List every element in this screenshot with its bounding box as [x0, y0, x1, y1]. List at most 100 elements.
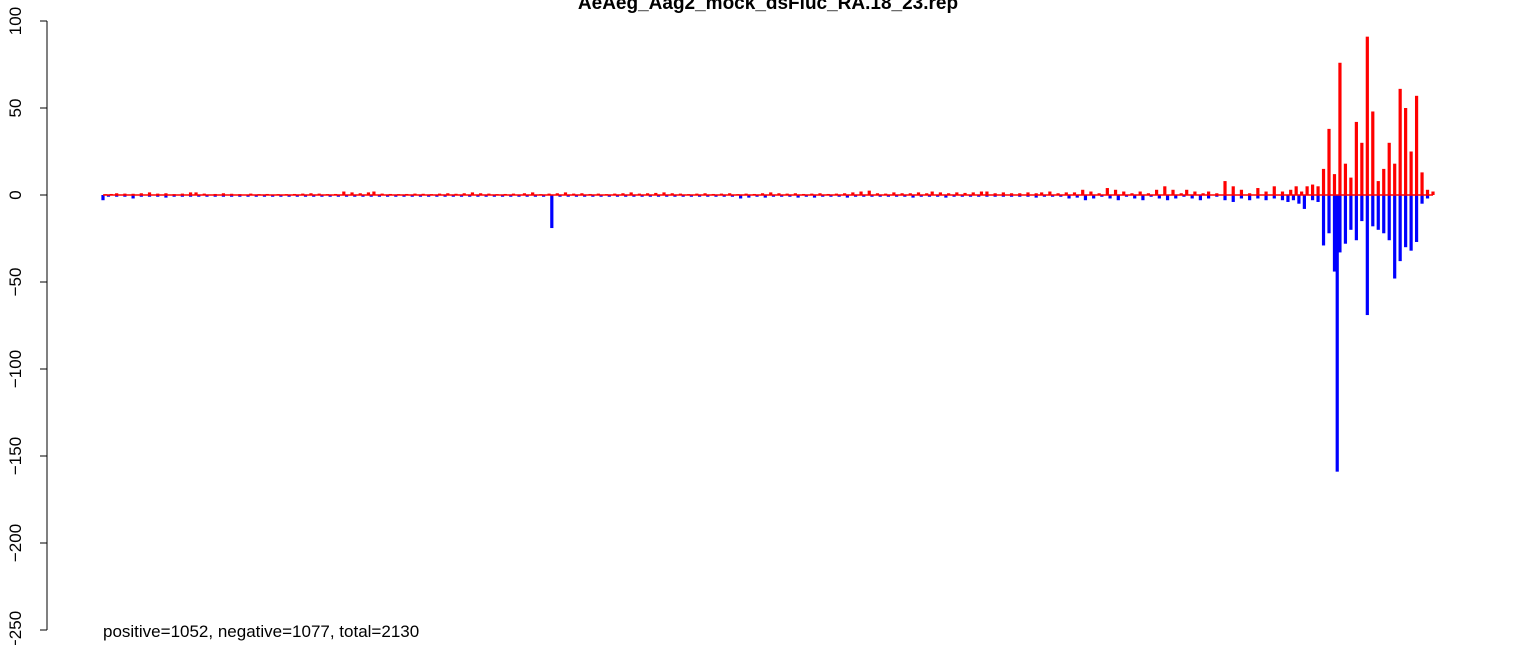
negative-bar: [295, 195, 299, 197]
negative-bar: [927, 195, 932, 197]
negative-bar: [1026, 195, 1030, 197]
negative-bar: [205, 195, 209, 197]
negative-bar: [139, 195, 143, 197]
positive-bar: [1414, 95, 1419, 195]
negative-bar: [1231, 195, 1235, 202]
negative-bar: [131, 195, 135, 199]
negative-bar: [484, 195, 488, 197]
negative-bar: [1124, 195, 1129, 197]
negative-bar: [1207, 195, 1211, 199]
negative-bar: [1291, 195, 1296, 201]
positive-bar: [938, 192, 943, 195]
positive-bar: [1332, 174, 1337, 195]
negative-bar: [271, 195, 275, 197]
negative-bar: [615, 195, 620, 197]
negative-bar: [624, 195, 628, 197]
negative-bar: [1165, 195, 1170, 201]
negative-bar: [500, 195, 505, 197]
negative-bar: [1393, 195, 1397, 279]
positive-bar: [1420, 172, 1424, 195]
positive-bar: [859, 191, 863, 195]
negative-bar: [640, 195, 644, 197]
negative-bar: [254, 195, 258, 197]
negative-bar: [1398, 195, 1402, 262]
negative-bar: [919, 195, 923, 197]
positive-bar: [728, 193, 732, 195]
negative-bar: [418, 195, 423, 197]
negative-bar: [566, 195, 570, 197]
negative-bar: [394, 195, 398, 197]
chart-title: AeAeg_Aag2_mock_dsFluc_RA.18_23.rep: [578, 0, 958, 14]
negative-bar: [1149, 195, 1153, 197]
negative-bar: [1280, 195, 1285, 201]
positive-bar: [194, 192, 198, 195]
negative-bar: [287, 195, 291, 197]
negative-bar: [468, 195, 472, 197]
positive-bar: [1404, 108, 1408, 195]
negative-bar: [1133, 195, 1137, 199]
negative-bar: [361, 195, 365, 197]
positive-bar: [1343, 163, 1348, 195]
negative-bar: [1215, 195, 1219, 197]
negative-bar: [279, 195, 283, 197]
negative-bar: [246, 195, 250, 197]
positive-bar: [1360, 142, 1364, 195]
positive-bar: [147, 192, 152, 195]
negative-bar: [427, 195, 431, 197]
negative-bar: [1157, 195, 1161, 199]
negative-bar: [1248, 195, 1252, 201]
negative-bar: [1092, 195, 1096, 199]
positive-bar: [164, 193, 168, 195]
negative-bar: [1198, 195, 1202, 201]
negative-bar: [1316, 195, 1320, 202]
negative-bar: [796, 195, 800, 198]
negative-bar: [985, 195, 989, 197]
negative-bar: [648, 195, 652, 197]
negative-bar: [722, 195, 726, 197]
y-tick-label: −100: [6, 350, 25, 388]
negative-bar: [1327, 195, 1331, 234]
negative-bar: [1083, 195, 1088, 201]
negative-bar: [1404, 195, 1408, 248]
positive-bar: [1409, 151, 1413, 195]
negative-bar: [1338, 195, 1342, 253]
negative-bar: [443, 195, 447, 197]
positive-bar: [1398, 88, 1402, 195]
summary-annotation: positive=1052, negative=1077, total=2130: [103, 622, 419, 641]
negative-bar: [771, 195, 776, 197]
y-tick-label: −150: [6, 437, 25, 475]
negative-bar: [1414, 195, 1419, 242]
y-tick-label: 50: [6, 99, 25, 118]
negative-bar: [599, 195, 603, 197]
positive-bar: [1349, 177, 1353, 195]
negative-bar: [172, 195, 176, 197]
negative-bar: [739, 195, 743, 199]
negative-bar: [870, 195, 874, 197]
positive-bar: [703, 193, 707, 195]
negative-bar: [1108, 195, 1112, 199]
negative-bar: [115, 195, 119, 197]
positive-bar: [621, 193, 625, 195]
negative-bar: [1223, 195, 1227, 201]
positive-bar: [1179, 193, 1183, 195]
negative-bar: [451, 195, 455, 197]
negative-bar: [1343, 195, 1348, 244]
y-tick-label: −50: [6, 268, 25, 297]
positive-bar: [1130, 193, 1134, 195]
positive-bar: [993, 193, 997, 195]
positive-bar: [1316, 186, 1320, 195]
negative-bar: [344, 195, 349, 197]
negative-bar: [829, 195, 833, 197]
negative-bar: [895, 195, 899, 197]
negative-bar: [903, 195, 907, 197]
negative-bar: [1297, 195, 1301, 204]
negative-bar: [665, 195, 669, 197]
positive-bar: [971, 192, 975, 195]
positive-bar: [366, 192, 371, 195]
negative-bar: [1256, 195, 1260, 199]
positive-bar: [1365, 36, 1369, 195]
positive-bar: [875, 193, 880, 195]
negative-bar: [812, 195, 817, 198]
negative-bar: [230, 195, 234, 197]
negative-bar: [1067, 195, 1071, 199]
